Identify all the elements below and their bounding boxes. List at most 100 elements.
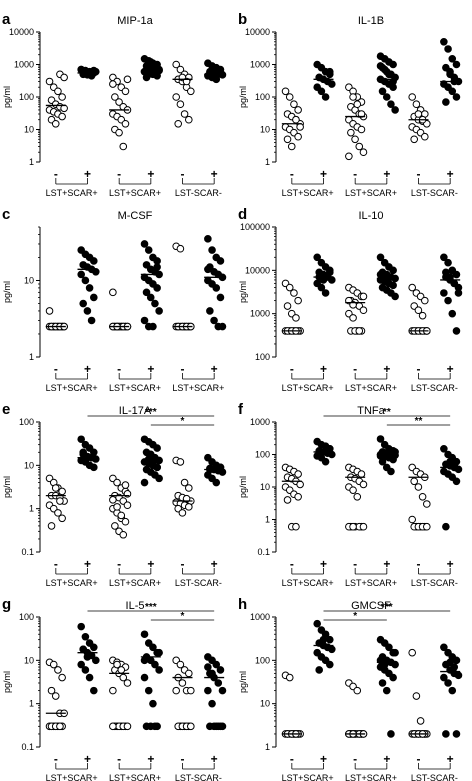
data-point bbox=[185, 115, 193, 124]
y-tick-label: 1 bbox=[29, 699, 34, 709]
data-point bbox=[440, 444, 448, 453]
group-label: LST-SCAR- bbox=[411, 578, 458, 588]
category-label: - bbox=[353, 557, 357, 571]
data-point bbox=[144, 246, 153, 254]
data-point bbox=[376, 253, 385, 262]
data-point bbox=[210, 316, 218, 325]
y-tick-label: 100 bbox=[19, 417, 34, 427]
data-point bbox=[408, 515, 417, 524]
category-label: - bbox=[417, 752, 421, 766]
data-point bbox=[353, 100, 362, 109]
data-point bbox=[378, 87, 387, 96]
group-label: LST-SCAR- bbox=[175, 578, 222, 588]
data-point bbox=[81, 632, 90, 641]
data-point bbox=[90, 463, 98, 472]
data-point bbox=[47, 522, 56, 530]
data-point bbox=[180, 478, 189, 487]
data-point bbox=[109, 288, 117, 297]
data-point bbox=[389, 60, 397, 69]
data-point bbox=[216, 293, 225, 302]
data-point bbox=[418, 492, 427, 501]
data-point bbox=[326, 67, 334, 76]
data-point bbox=[294, 106, 302, 114]
y-tick-label: 1000 bbox=[14, 60, 34, 70]
data-point bbox=[382, 686, 391, 695]
data-point bbox=[313, 253, 322, 262]
data-point bbox=[60, 73, 68, 82]
data-point bbox=[281, 87, 290, 96]
data-point bbox=[452, 270, 461, 279]
panel-a: a MIP-1a 1 10 100 1000 10000 pg/ml - + - + - + LST+SCA… bbox=[2, 11, 227, 198]
y-tick-label: 0.1 bbox=[21, 742, 34, 752]
data-point bbox=[391, 292, 399, 301]
category-label: - bbox=[181, 167, 185, 181]
data-point bbox=[77, 622, 85, 631]
data-point bbox=[58, 93, 66, 101]
data-point bbox=[294, 492, 302, 501]
data-point bbox=[448, 686, 457, 695]
category-label: - bbox=[353, 752, 357, 766]
data-point bbox=[321, 457, 330, 466]
data-point bbox=[294, 132, 302, 141]
significance-label: * bbox=[353, 611, 357, 622]
panel-title: GMCSF bbox=[351, 600, 391, 612]
data-point bbox=[123, 75, 132, 84]
y-tick-label: 100000 bbox=[240, 222, 270, 232]
y-axis-label: pg/ml bbox=[2, 476, 12, 498]
group-label: LST+SCAR+ bbox=[46, 383, 98, 393]
category-label: - bbox=[290, 752, 294, 766]
category-label: + bbox=[211, 752, 218, 766]
data-point bbox=[155, 65, 163, 74]
data-point bbox=[155, 648, 163, 657]
data-point bbox=[283, 496, 292, 504]
data-point bbox=[321, 93, 330, 101]
data-point bbox=[378, 457, 387, 466]
data-point bbox=[58, 112, 66, 121]
data-point bbox=[51, 484, 60, 492]
data-point bbox=[121, 119, 130, 128]
data-point bbox=[206, 307, 214, 315]
data-point bbox=[109, 496, 117, 504]
data-point bbox=[180, 110, 189, 118]
data-point bbox=[326, 268, 334, 277]
panel-f: f TNFa 0.1 1 10 100 1000 pg/ml - + - + - + LST+SCAR+ LS… bbox=[238, 401, 463, 588]
category-label: - bbox=[290, 362, 294, 376]
data-point bbox=[140, 478, 149, 487]
data-point bbox=[212, 478, 221, 487]
y-tick-label: 100 bbox=[255, 450, 270, 460]
data-point bbox=[85, 284, 94, 292]
panel-g: g IL-5 0.1 1 10 100 pg/ml - + - + - + LST+SCAR+ LST+SC… bbox=[2, 596, 227, 781]
data-point bbox=[85, 673, 94, 682]
category-label: + bbox=[84, 167, 91, 181]
data-point bbox=[121, 87, 130, 96]
data-point bbox=[90, 293, 98, 302]
data-point bbox=[450, 279, 459, 288]
data-point bbox=[283, 135, 292, 144]
data-point bbox=[317, 283, 326, 292]
group-label: LST+SCAR+ bbox=[109, 578, 161, 588]
significance-label: *** bbox=[381, 602, 393, 613]
y-tick-label: 100 bbox=[255, 655, 270, 665]
group-label: LST+SCAR+ bbox=[282, 578, 334, 588]
data-point bbox=[389, 673, 397, 682]
data-point bbox=[109, 722, 117, 731]
significance-label: * bbox=[181, 416, 185, 427]
data-point bbox=[111, 522, 119, 530]
data-point bbox=[391, 106, 399, 114]
category-label: + bbox=[320, 557, 327, 571]
data-point bbox=[90, 257, 98, 265]
data-point bbox=[155, 666, 163, 674]
data-point bbox=[216, 257, 225, 265]
data-point bbox=[90, 643, 98, 652]
data-point bbox=[408, 648, 417, 657]
data-point bbox=[440, 673, 448, 682]
panel-b: b IL-1B 1 10 100 1000 10000 pg/ml - + - + - + LST+SCAR… bbox=[238, 11, 463, 198]
y-tick-label: 1 bbox=[265, 157, 270, 167]
panel-letter: b bbox=[238, 11, 247, 28]
category-label: + bbox=[84, 362, 91, 376]
data-point bbox=[204, 663, 212, 671]
panel-letter: d bbox=[238, 206, 247, 223]
data-point bbox=[442, 268, 450, 277]
category-label: - bbox=[417, 362, 421, 376]
